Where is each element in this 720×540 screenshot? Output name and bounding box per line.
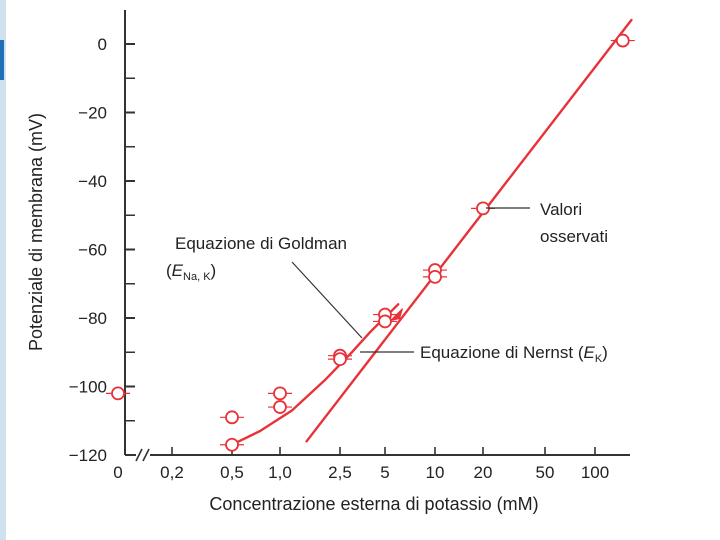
nernst-subscript: K (595, 353, 603, 365)
nernst-e-symbol: E (583, 343, 595, 362)
x-tick-label: 100 (581, 463, 609, 482)
nernst-label-text: Equazione di Nernst ( (420, 343, 584, 362)
nernst-label: Equazione di Nernst (EK) (420, 343, 608, 365)
y-tick-label: −120 (69, 446, 107, 465)
goldman-label: Equazione di Goldman (175, 234, 347, 253)
x-axis-break-mark (142, 448, 150, 462)
x-axis-title: Concentrazione esterna di potassio (mM) (209, 494, 538, 514)
data-point (273, 400, 287, 414)
x-tick-label: 10 (426, 463, 445, 482)
data-point (428, 269, 442, 284)
x-tick-label: 5 (380, 463, 389, 482)
data-point (615, 33, 630, 48)
x-tick-label: 20 (474, 463, 493, 482)
goldman-subscript: Na, K (183, 271, 211, 283)
x-tick-label: 0,2 (160, 463, 184, 482)
y-tick-label: −100 (69, 378, 107, 397)
observed-label-line1: Valori (540, 200, 582, 219)
x-tick-label: 50 (536, 463, 555, 482)
goldman-paren-close: ) (211, 261, 217, 280)
data-point (111, 386, 125, 401)
data-point (225, 410, 239, 425)
y-tick-label: −20 (78, 104, 107, 123)
data-point (378, 314, 392, 329)
observed-label-line2: osservati (540, 227, 608, 246)
y-tick-label: −40 (78, 172, 107, 191)
y-tick-label: 0 (98, 35, 107, 54)
data-point (225, 437, 239, 452)
x-tick-label: 2,5 (328, 463, 352, 482)
x-tick-label: 0 (113, 463, 122, 482)
y-axis-title: Potenziale di membrana (mV) (26, 113, 46, 351)
x-axis-break-mark (135, 448, 143, 462)
nernst-line (305, 18, 633, 443)
data-point (273, 386, 287, 401)
y-tick-label: −80 (78, 309, 107, 328)
left-accent-bar (0, 0, 6, 540)
goldman-leader-line (291, 261, 363, 339)
goldman-paren-open: ( (166, 261, 172, 280)
goldman-subscript-label: (ENa, K) (166, 261, 216, 283)
x-tick-label: 0,5 (220, 463, 244, 482)
data-point (333, 352, 347, 367)
x-tick-label: 1,0 (268, 463, 292, 482)
goldman-curve (230, 303, 400, 446)
left-accent-mark (0, 40, 4, 80)
goldman-e-symbol: E (172, 261, 184, 280)
nernst-paren-close: ) (602, 343, 608, 362)
y-tick-label: −60 (78, 241, 107, 260)
